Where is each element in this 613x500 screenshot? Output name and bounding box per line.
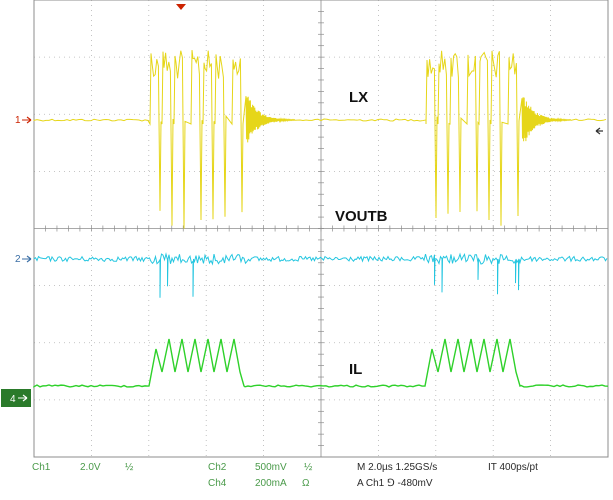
il-label: IL	[349, 361, 362, 378]
ch4-marker-label: 4	[10, 394, 16, 405]
ch1-scale: 2.0V	[80, 462, 101, 473]
ch4-scale: 200mA	[255, 478, 287, 489]
trigger-readout: A Ch1 ⅁ -480mV	[357, 478, 433, 489]
ch1-coupling-icon: ½	[125, 462, 134, 473]
ch1-lx-trace	[33, 50, 607, 229]
ch4-name: Ch4	[208, 478, 227, 489]
ch2-name: Ch2	[208, 462, 227, 473]
ch2-marker-label: 2	[15, 254, 21, 265]
ch4-marker[interactable]: 4	[1, 389, 31, 407]
graticule	[33, 0, 609, 458]
ch2-marker[interactable]: 2	[15, 254, 32, 265]
trigger-level-arrow[interactable]	[595, 127, 603, 135]
ch2-voutb-trace	[33, 252, 608, 298]
ch1-name: Ch1	[32, 462, 51, 473]
ch4-il-trace	[33, 338, 609, 388]
timebase-readout: M 2.0µs 1.25GS/s	[357, 462, 437, 473]
ch1-marker[interactable]: 1	[15, 115, 32, 126]
ch4-unit: Ω	[302, 478, 310, 489]
ch2-scale: 500mV	[255, 462, 287, 473]
voutb-label: VOUTB	[335, 208, 388, 225]
record-readout: IT 400ps/pt	[488, 462, 538, 473]
status-bar: Ch1 2.0V ½ Ch2 500mV ½ Ch4 200mA Ω M 2.0…	[32, 462, 538, 489]
ch1-marker-label: 1	[15, 115, 21, 126]
trigger-position-marker[interactable]	[176, 4, 186, 10]
lx-label: LX	[349, 89, 368, 106]
ch2-coupling-icon: ½	[304, 462, 313, 473]
